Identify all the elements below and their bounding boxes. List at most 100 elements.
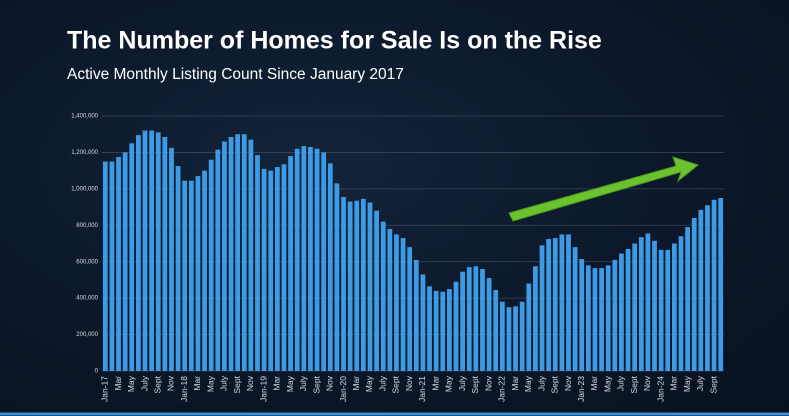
bar [380,221,386,371]
y-tick-label: 600,000 [76,259,98,265]
bar [202,170,207,371]
bar [413,259,419,371]
bar [274,167,280,371]
bar [599,268,604,371]
bar [447,289,452,371]
bar [281,164,287,371]
x-tick-label: Jan-19 [258,376,268,402]
y-tick-label: 1,000,000 [71,186,98,192]
x-tick-label: July [695,375,705,391]
bar [169,147,174,371]
bar [301,146,307,371]
bar [314,148,320,371]
x-tick-label: Sept [550,375,560,393]
bar [460,271,466,371]
x-tick-label: July [139,375,149,391]
bar [526,283,532,371]
bar [619,253,624,371]
x-tick-label: Sept [152,375,162,393]
bar [652,240,657,371]
bar [691,218,697,371]
bar [579,258,585,371]
x-tick-label: Jan-18 [179,376,189,402]
bar [235,134,241,371]
bar [466,267,472,371]
bar [698,209,704,371]
bar [288,156,293,371]
bar [400,238,406,371]
bar [513,306,518,371]
bar [109,161,115,371]
bar [188,180,194,371]
x-tick-label: May [682,375,692,392]
bar [493,289,499,371]
trend-arrow [508,156,700,222]
x-tick-label: Mar [351,376,361,391]
bar [387,228,393,371]
bar [572,247,578,371]
bar [559,234,565,371]
x-tick-label: Mar [113,376,123,391]
bar [678,236,684,371]
bar [671,243,677,371]
bar [308,146,313,371]
bar [705,205,710,371]
x-tick-label: Mar [430,376,440,391]
x-tick-label: May [602,375,612,392]
bar [102,161,108,371]
x-tick-label: Mar [510,376,520,391]
arrow [508,156,700,222]
x-tick-label: Nov [245,375,255,391]
x-tick-label: Nov [563,375,573,391]
bar [255,155,260,371]
y-tick-label: 400,000 [76,296,98,302]
x-tick-label: Mar [192,376,202,391]
bar [433,290,439,371]
x-tick-label: July [616,375,626,391]
y-tick-label: 200,000 [76,332,98,338]
bar [354,200,360,371]
bar [360,198,366,371]
bar [473,266,479,371]
x-tick-label: Sept [629,375,639,393]
x-tick-label: Sept [311,375,321,393]
bar [539,245,545,371]
bar [294,148,300,371]
bar [658,249,664,371]
x-tick-label: May [205,375,215,392]
bar [116,156,121,371]
x-tick-label: May [444,375,454,392]
bar [533,266,538,371]
x-tick-label: July [457,375,467,391]
bar [585,265,591,371]
bar [136,135,141,371]
x-tick-label: July [298,375,308,391]
y-tick-label: 800,000 [76,223,98,229]
bar [665,249,671,371]
bar [122,152,128,371]
bar [341,197,346,371]
x-tick-label: Sept [232,375,242,393]
bar [427,286,432,371]
x-tick-label: July [219,375,229,391]
bar [142,130,148,371]
x-tick-label: Jan-24 [655,376,665,402]
x-tick-label: Nov [642,375,652,391]
bar [334,183,340,371]
bar [407,247,413,371]
x-tick-label: Nov [166,375,176,391]
bar [638,237,644,371]
plot-area: 0 200,000 400,000 600,000 800,000 1,000,000 1,… [71,114,724,402]
bar [155,132,161,371]
x-tick-label: Mar [272,376,282,391]
bar [215,149,221,371]
chart-title: The Number of Homes for Sale Is on the R… [67,27,602,55]
bar [347,201,353,371]
x-tick-label: May [285,375,295,392]
y-tick-label: 0 [95,369,99,375]
bar [195,176,201,371]
x-tick-label: Mar [669,376,679,391]
bar [374,210,379,371]
x-tick-label: May [364,375,374,392]
